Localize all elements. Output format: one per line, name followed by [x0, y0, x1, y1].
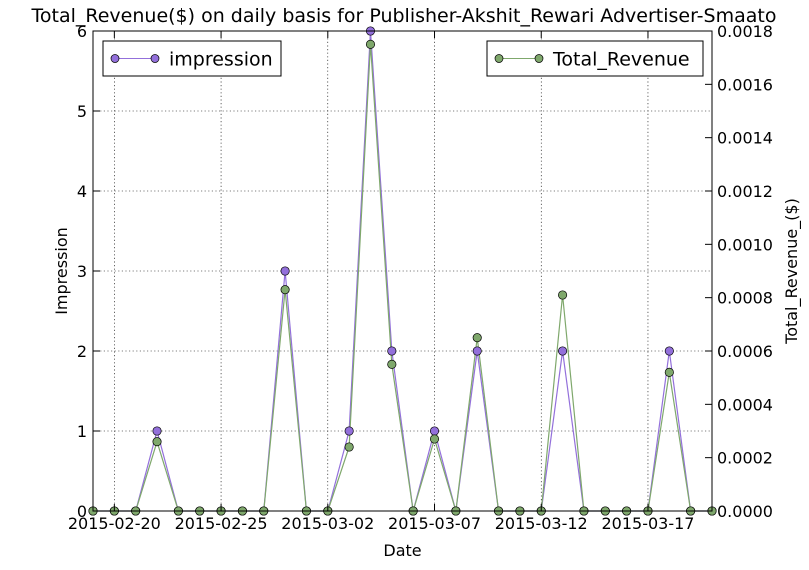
legend-impression-marker [110, 54, 120, 63]
data-point-total-revenue [387, 359, 397, 369]
legend-impression-label: impression [169, 49, 273, 71]
y-left-tick-label: 4 [77, 182, 87, 201]
y-right-tick-label: 0.0018 [717, 22, 773, 41]
data-point-impression [344, 426, 354, 436]
x-axis-label: Date [383, 541, 421, 560]
legend-total-revenue: Total_Revenue [486, 40, 704, 77]
data-point-total-revenue [472, 333, 482, 343]
legend-impression-marker [150, 54, 160, 63]
y-right-tick-label: 0.0014 [717, 129, 773, 148]
x-tick-label: 2015-02-20 [68, 514, 161, 533]
x-tick-label: 2015-03-02 [281, 514, 374, 533]
x-tick-label: 2015-03-17 [601, 514, 694, 533]
data-point-total-revenue [344, 442, 354, 452]
data-point-total-revenue [558, 290, 568, 300]
y-left-tick-label: 5 [77, 102, 87, 121]
chart-title: Total_Revenue($) on daily basis for Publ… [31, 5, 777, 27]
legend-impression: impression [102, 40, 282, 77]
y-axis-left-label: Impression [52, 227, 71, 315]
data-point-impression [280, 266, 290, 276]
y-right-tick-label: 0.0006 [717, 342, 773, 361]
data-point-impression [152, 426, 162, 436]
y-right-tick-label: 0.0008 [717, 289, 773, 308]
y-left-tick-label: 0 [77, 502, 87, 521]
data-point-impression [387, 346, 397, 356]
axis-ticks [93, 30, 712, 512]
y-right-tick-label: 0.0012 [717, 182, 773, 201]
y-right-tick-label: 0.0000 [717, 502, 773, 521]
data-point-impression [558, 346, 568, 356]
data-point-total-revenue [365, 39, 376, 49]
y-left-tick-label: 1 [77, 422, 87, 441]
data-point-total-revenue [429, 434, 440, 444]
x-tick-label: 2015-02-25 [175, 514, 268, 533]
legend-total-revenue-label: Total_Revenue [552, 49, 690, 71]
x-tick-label: 2015-03-12 [495, 514, 588, 533]
y-left-tick-label: 2 [77, 342, 87, 361]
y-left-tick-label: 6 [77, 22, 87, 41]
y-right-tick-label: 0.0004 [717, 395, 773, 414]
y-right-tick-label: 0.0002 [717, 449, 773, 468]
data-point-total-revenue [664, 367, 674, 377]
legend-total-revenue-marker [494, 54, 504, 63]
y-right-tick-label: 0.0016 [717, 75, 773, 94]
tick-labels: 2015-02-20 2015-02-25 2015-03-02 2015-03-07… [68, 22, 773, 533]
data-point-total-revenue [280, 285, 290, 295]
legend-total-revenue-marker [534, 54, 544, 63]
data-point-impression [664, 346, 674, 356]
y-right-tick-label: 0.0010 [717, 235, 773, 254]
data-point-impression [472, 346, 482, 356]
y-left-tick-label: 3 [77, 262, 87, 281]
x-tick-label: 2015-03-07 [388, 514, 481, 533]
y-axis-right-label: Total_Revenue_($) [782, 198, 802, 345]
data-point-total-revenue [152, 437, 162, 447]
data-point-impression [429, 426, 440, 436]
